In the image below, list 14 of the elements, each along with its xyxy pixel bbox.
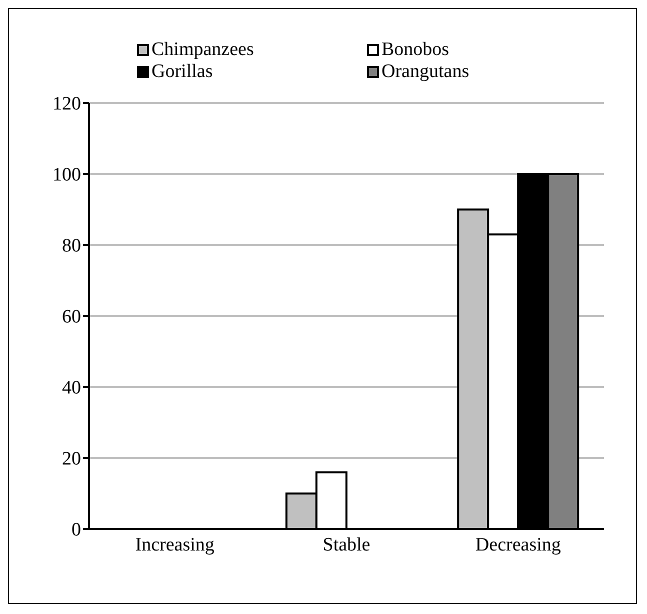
y-tick-label: 40 [62, 378, 81, 399]
y-tick-label: 100 [52, 164, 81, 186]
y-tick-label: 0 [72, 520, 81, 541]
x-tick-label: Stable [322, 534, 370, 556]
y-tick-label: 20 [62, 448, 81, 470]
x-tick-label: Increasing [135, 534, 215, 556]
legend-label: Chimpanzees [152, 39, 254, 61]
legend-label: Bonobos [382, 39, 450, 61]
y-tick-label: 120 [52, 94, 81, 115]
y-tick-label: 60 [62, 306, 81, 328]
legend-label: Orangutans [382, 61, 470, 83]
y-tick-label: 80 [62, 236, 81, 257]
x-tick-label: Decreasing [475, 534, 562, 556]
legend-label: Gorillas [152, 61, 213, 83]
